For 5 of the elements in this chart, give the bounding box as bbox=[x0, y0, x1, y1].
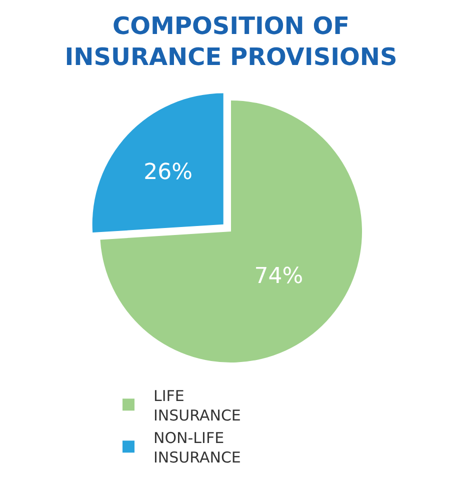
legend-label: LIFE INSURANCE bbox=[154, 386, 241, 424]
chart-title: COMPOSITION OF INSURANCE PROVISIONS bbox=[64, 12, 398, 72]
legend-label: NON-LIFE INSURANCE bbox=[154, 428, 241, 466]
data-label: 26% bbox=[144, 160, 193, 185]
data-label: 74% bbox=[254, 264, 304, 289]
